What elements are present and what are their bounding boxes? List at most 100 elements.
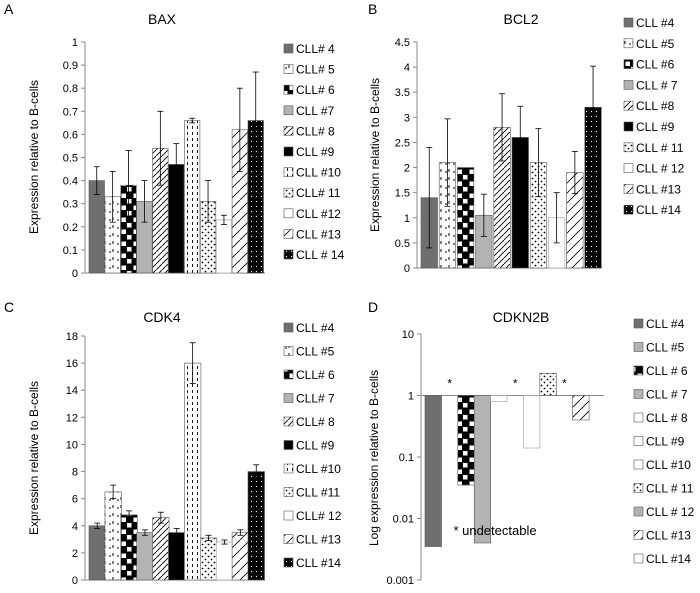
legend-label: CLL # 11	[646, 482, 694, 496]
legend-swatch	[283, 487, 294, 497]
bar	[473, 395, 492, 544]
legend-label: CLL# 6	[296, 83, 335, 97]
legend-label: CLL #8	[636, 99, 675, 113]
y-tick-label: 1	[404, 213, 410, 225]
chart-annotation: * undetectable	[453, 523, 536, 538]
legend-label: CLL #14	[296, 556, 341, 570]
legend-label: CLL #14	[646, 552, 691, 566]
legend-swatch	[283, 510, 294, 521]
legend-label: CLL #10	[646, 458, 691, 472]
bar	[184, 362, 202, 581]
legend-swatch	[623, 163, 634, 173]
legend-label: CLL #14	[636, 203, 681, 217]
legend-label: CLL #10	[296, 166, 341, 180]
legend-swatch	[623, 100, 634, 111]
legend-swatch	[283, 64, 294, 74]
legend-label: CLL # 14	[296, 248, 345, 262]
legend-swatch	[283, 208, 294, 219]
bar	[247, 471, 265, 581]
y-tick-label: 0.5	[63, 153, 78, 165]
legend-label: CLL #7	[296, 104, 335, 118]
legend-label: CLL #5	[646, 341, 685, 355]
legend-swatch	[633, 389, 644, 399]
legend-swatch	[283, 463, 294, 474]
legend-label: CLL #12	[296, 207, 341, 221]
legend-swatch	[283, 43, 294, 54]
legend-label: CLL# 12	[296, 509, 342, 523]
panel-letter: C	[4, 299, 14, 315]
legend-swatch	[633, 553, 644, 564]
y-tick-label: 0.5	[395, 238, 410, 250]
undetectable-marker: *	[513, 377, 518, 391]
y-tick-label: 0.9	[63, 60, 78, 72]
y-tick-label: 0.7	[63, 106, 78, 118]
legend-swatch	[283, 229, 294, 239]
legend-label: CLL# 4	[296, 42, 335, 56]
legend-label: CLL #5	[636, 37, 675, 51]
legend-swatch	[283, 84, 294, 95]
y-tick-label: 2	[404, 163, 410, 175]
legend-swatch	[283, 187, 294, 198]
legend-swatch	[633, 412, 644, 423]
bar	[457, 395, 475, 486]
y-tick-label: 0.01	[393, 514, 414, 526]
legend-swatch	[633, 483, 644, 493]
legend-swatch	[633, 318, 644, 329]
y-tick-label: 0.8	[63, 83, 78, 95]
legend-label: CLL #4	[296, 321, 335, 335]
legend-label: CLL # 6	[646, 364, 688, 378]
legend-swatch	[283, 105, 294, 116]
legend-label: CLL #4	[636, 16, 675, 30]
legend-swatch	[283, 369, 294, 380]
legend-swatch	[623, 184, 634, 194]
chart-title: CDK4	[143, 309, 181, 325]
legend-label: CLL# 5	[296, 63, 335, 77]
panel-letter: B	[368, 1, 377, 17]
legend-label: CLL# 8	[296, 124, 335, 138]
legend-label: CLL #10	[296, 462, 341, 476]
legend-swatch	[283, 167, 294, 177]
y-tick-label: 0	[72, 268, 78, 280]
y-tick-label: 0.001	[386, 575, 414, 587]
legend-swatch	[283, 249, 294, 260]
y-tick-label: 1	[408, 391, 414, 403]
y-tick-label: 18	[66, 331, 78, 343]
bar	[572, 395, 590, 421]
legend-swatch	[633, 506, 644, 517]
y-tick-label: 0	[72, 575, 78, 587]
y-tick-label: 0.1	[399, 452, 414, 464]
bar	[424, 395, 442, 547]
legend-label: CLL# 11	[296, 186, 341, 200]
bar	[539, 372, 557, 396]
y-tick-label: 0.6	[63, 129, 78, 141]
bar	[231, 532, 249, 581]
y-axis-label: Log expression relative to B-cells	[367, 370, 381, 546]
y-tick-label: 12	[66, 412, 78, 424]
bar	[490, 395, 508, 402]
legend-label: CLL# 6	[296, 368, 335, 382]
y-tick-label: 0.2	[63, 222, 78, 234]
legend-swatch	[283, 126, 294, 136]
legend-swatch	[283, 322, 294, 333]
y-tick-label: 6	[72, 494, 78, 506]
undetectable-marker: *	[562, 377, 567, 391]
legend-swatch	[283, 534, 294, 544]
legend-label: CLL# 8	[296, 415, 335, 429]
legend-swatch	[623, 59, 634, 69]
undetectable-marker: *	[447, 377, 452, 391]
legend-label: CLL # 8	[646, 411, 688, 425]
legend-swatch	[623, 142, 634, 153]
legend-swatch	[283, 393, 294, 403]
y-tick-label: 10	[402, 329, 414, 341]
legend-swatch	[633, 530, 644, 540]
y-tick-label: 16	[66, 358, 78, 370]
legend-label: CLL #13	[296, 227, 341, 241]
legend-swatch	[283, 146, 294, 157]
y-tick-label: 14	[66, 385, 78, 397]
y-axis-label: Expression relative to B-cells	[27, 80, 41, 234]
legend-label: CLL #9	[296, 439, 335, 453]
legend-swatch	[623, 121, 634, 132]
bar	[120, 514, 138, 581]
